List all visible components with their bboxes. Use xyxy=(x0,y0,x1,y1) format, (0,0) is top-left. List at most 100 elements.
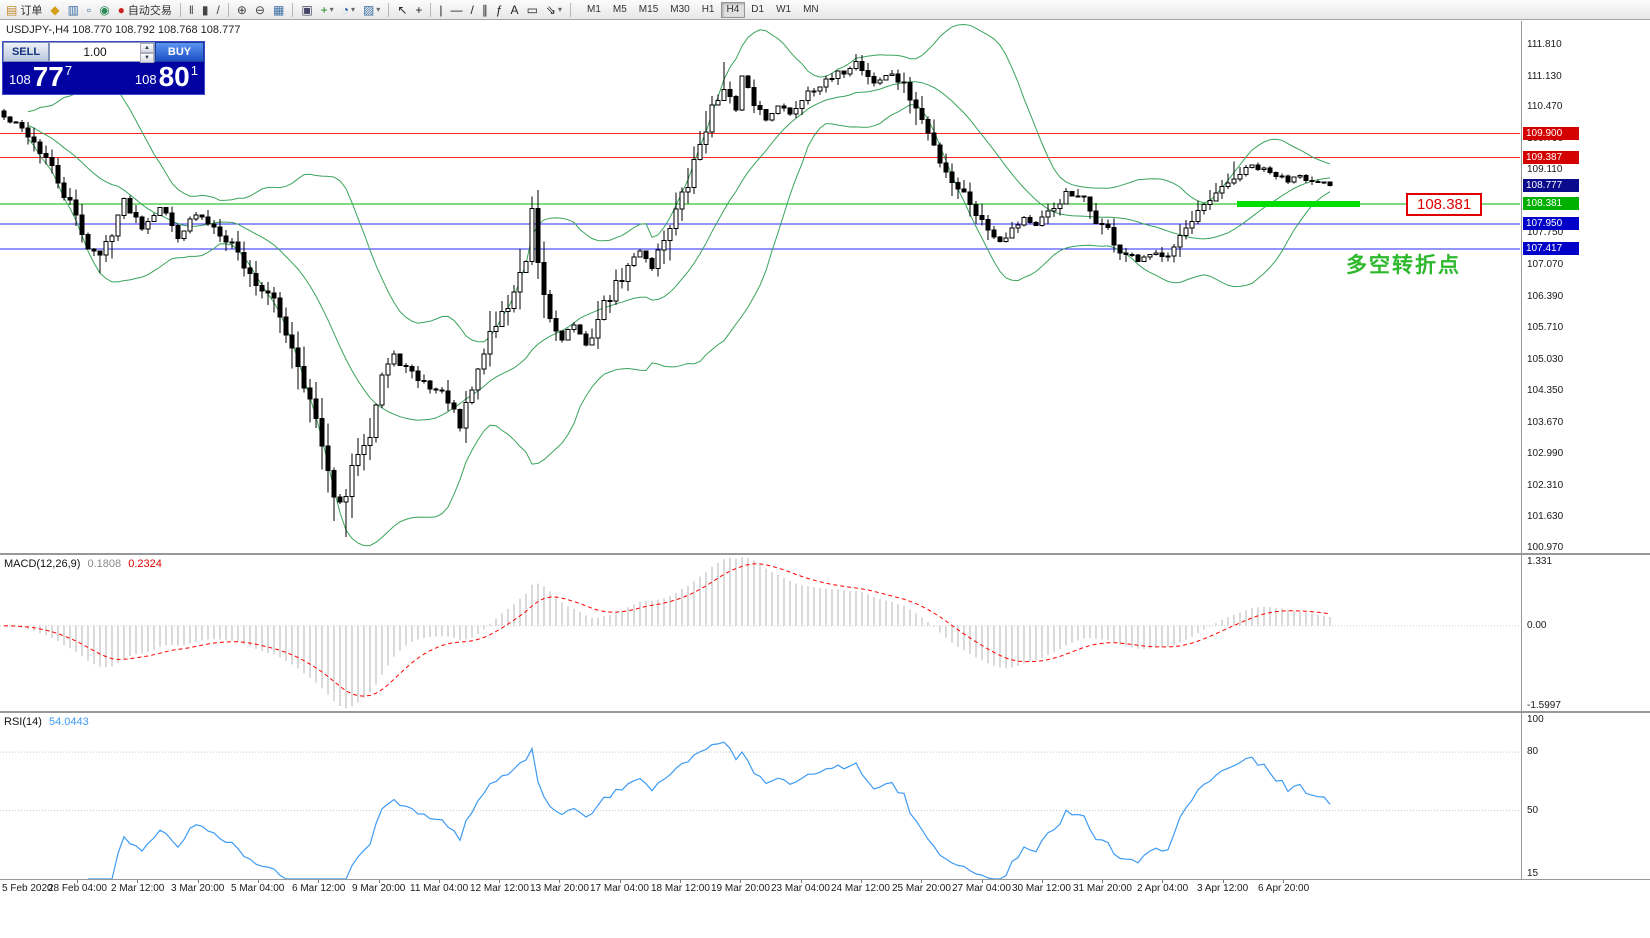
volume-up-button[interactable]: ▲ xyxy=(140,43,154,53)
time-axis-tick xyxy=(982,879,983,883)
market-watch-icon: ▥ xyxy=(67,2,79,17)
macd-axis-label: 1.331 xyxy=(1527,556,1553,567)
window-separator-rsi[interactable] xyxy=(0,711,1650,713)
one-click-trading-panel: SELL ▲ ▼ BUY 108 77 7 108 80 1 xyxy=(2,41,205,95)
window-separator-macd[interactable] xyxy=(0,553,1650,555)
toolbar-crosshair-button[interactable]: + xyxy=(411,0,426,20)
volume-input[interactable] xyxy=(50,43,140,61)
volume-stepper: ▲ ▼ xyxy=(140,43,154,63)
time-axis-tick xyxy=(439,879,440,883)
new-order-label: 订单 xyxy=(20,4,43,17)
toolbar-fibonacci-button[interactable]: ƒ xyxy=(492,0,507,20)
toolbar-templates-button[interactable]: ▨ ▾ xyxy=(359,0,384,20)
timeframe-m30-button[interactable]: M30 xyxy=(670,3,690,15)
toolbar-separator xyxy=(430,2,432,17)
toolbar-line-chart-mode-button[interactable]: / xyxy=(213,0,224,20)
toolbar-vertical-line-button[interactable]: | xyxy=(435,0,446,20)
text-icon: A xyxy=(510,2,519,17)
rsi-indicator-panel[interactable] xyxy=(0,713,1520,879)
timeframe-m5-button[interactable]: M5 xyxy=(612,3,627,15)
trendline-icon: / xyxy=(470,2,474,17)
charts-cascade-icon: ◆ xyxy=(50,2,60,17)
toolbar-separator xyxy=(292,2,294,17)
timeframe-m1-button[interactable]: M1 xyxy=(586,3,601,15)
toolbar-ohlc-bars-mode-button[interactable]: ‖ xyxy=(185,0,198,20)
toolbar-data-window-button[interactable]: ▫ xyxy=(83,0,95,20)
zoom-in-icon: ⊕ xyxy=(236,2,247,17)
timeframe-h4-button[interactable]: H4 xyxy=(720,1,746,18)
toolbar-zoom-out-button[interactable]: ⊖ xyxy=(251,0,269,20)
toolbar-cursor-button[interactable]: ↖ xyxy=(393,0,411,20)
timeframe-d1-button[interactable]: D1 xyxy=(751,3,765,15)
horizontal-lines-layer[interactable] xyxy=(0,133,1520,250)
text-label-icon: ▭ xyxy=(526,2,538,17)
macd-axis-label: 0.00 xyxy=(1527,619,1547,631)
toolbar-charts-cascade-button[interactable]: ◆ xyxy=(46,0,63,20)
sell-price-display[interactable]: 108 77 7 xyxy=(9,63,72,91)
time-axis-label: 30 Mar 12:00 xyxy=(1012,883,1071,894)
time-axis[interactable]: 5 Feb 2020 28 Feb 04:00 2 Mar 12:00 3 Mar 2… xyxy=(0,879,1650,938)
time-axis-label: 11 Mar 04:00 xyxy=(410,883,469,894)
time-axis-tick xyxy=(1102,879,1103,883)
time-axis-label: 3 Apr 12:00 xyxy=(1197,883,1249,894)
toolbar-candlestick-mode-button[interactable]: ▮ xyxy=(198,0,213,20)
autotrade-label: 自动交易 xyxy=(127,4,172,17)
cursor-icon: ↖ xyxy=(397,2,408,17)
time-axis-tick xyxy=(137,879,138,883)
timeframe-mn-button[interactable]: MN xyxy=(803,3,819,15)
toolbar-text-button[interactable]: A xyxy=(507,0,523,20)
toolbar-zoom-in-button[interactable]: ⊕ xyxy=(233,0,251,20)
axis-separator-line xyxy=(1521,21,1522,879)
time-axis-label: 9 Mar 20:00 xyxy=(352,883,406,894)
time-axis-tick xyxy=(680,879,681,883)
rsi-line xyxy=(88,741,1331,879)
toolbar-separator xyxy=(388,2,390,17)
toolbar-autotrade-button[interactable]: ● 自动交易 xyxy=(114,0,176,20)
indicators-dropdown-icon[interactable]: ▾ xyxy=(329,5,334,14)
toolbar-new-order-button[interactable]: ▤ 订单 xyxy=(2,0,46,20)
time-axis-label: 31 Mar 20:00 xyxy=(1073,883,1132,894)
time-axis-tick xyxy=(620,879,621,883)
rsi-label: RSI(14) xyxy=(4,716,42,728)
toolbar-grid-button[interactable]: ▦ xyxy=(269,0,288,20)
macd-indicator-panel[interactable] xyxy=(0,555,1520,711)
toolbar-horizontal-line-button[interactable]: — xyxy=(447,0,467,20)
periods-dropdown-icon[interactable]: ▾ xyxy=(350,5,355,14)
arrows-icon: ⇘ xyxy=(545,2,556,17)
toolbar-items: ▤ 订单 ◆ ▥ ▫ ◉ ● 自动交易 ‖ ▮ / ⊕ ⊖ ▦ ▣ + ▾ ◔ ▾ ▨ ▾ ↖ + | — / ∥ ƒ A ▭ ⇘ ▾ xyxy=(2,0,575,20)
buy-price-display[interactable]: 108 80 1 xyxy=(135,63,198,91)
price-axis[interactable]: 111.810111.130110.470109.790109.110108.4… xyxy=(1522,21,1650,553)
time-axis-label: 13 Mar 20:00 xyxy=(530,883,589,894)
macd-main-value: 0.1808 xyxy=(87,558,122,570)
templates-dropdown-icon[interactable]: ▾ xyxy=(376,5,381,14)
timeframe-w1-button[interactable]: W1 xyxy=(776,3,792,15)
buy-button[interactable]: BUY xyxy=(155,42,204,62)
toolbar-arrows-button[interactable]: ⇘ ▾ xyxy=(542,0,566,20)
macd-label-row: MACD(12,26,9) 0.1808 0.2324 xyxy=(4,558,162,570)
time-axis-tick xyxy=(258,879,259,883)
toolbar-indicators-button[interactable]: + ▾ xyxy=(317,0,338,20)
buy-price-pips: 80 xyxy=(158,61,190,92)
toolbar-equidistant-channel-button[interactable]: ∥ xyxy=(478,0,492,20)
sell-price-pips: 77 xyxy=(32,61,64,92)
arrows-dropdown-icon[interactable]: ▾ xyxy=(557,5,562,14)
symbol-ohlc-header: USDJPY-,H4 108.770 108.792 108.768 108.7… xyxy=(6,24,241,36)
price-axis-label: 107.070 xyxy=(1527,258,1564,270)
toolbar-text-label-button[interactable]: ▭ xyxy=(523,0,542,20)
time-axis-label: 27 Mar 04:00 xyxy=(952,883,1011,894)
timeframe-m15-button[interactable]: M15 xyxy=(638,3,659,15)
main-price-chart[interactable] xyxy=(0,21,1520,553)
toolbar-auto-arrange-button[interactable]: ▣ xyxy=(297,0,316,20)
toolbar-market-watch-button[interactable]: ▥ xyxy=(64,0,83,20)
price-tag-107.950: 107.950 xyxy=(1523,217,1579,231)
toolbar-periods-button[interactable]: ◔ ▾ xyxy=(338,0,359,20)
main-toolbar: ▤ 订单 ◆ ▥ ▫ ◉ ● 自动交易 ‖ ▮ / ⊕ ⊖ ▦ ▣ + ▾ ◔ ▾ ▨ ▾ ↖ + | — / ∥ ƒ A ▭ ⇘ ▾ M1 M… xyxy=(0,0,1650,20)
time-axis-tick xyxy=(740,879,741,883)
toolbar-navigator-button[interactable]: ◉ xyxy=(95,0,113,20)
timeframe-group: M1 M5 M15 M30 H1 H4 D1 W1 MN xyxy=(581,1,825,18)
toolbar-trendline-button[interactable]: / xyxy=(467,0,478,20)
candles-layer xyxy=(1,53,1333,538)
sell-button[interactable]: SELL xyxy=(3,42,49,62)
timeframe-h1-button[interactable]: H1 xyxy=(701,3,715,15)
volume-down-button[interactable]: ▼ xyxy=(140,53,154,63)
